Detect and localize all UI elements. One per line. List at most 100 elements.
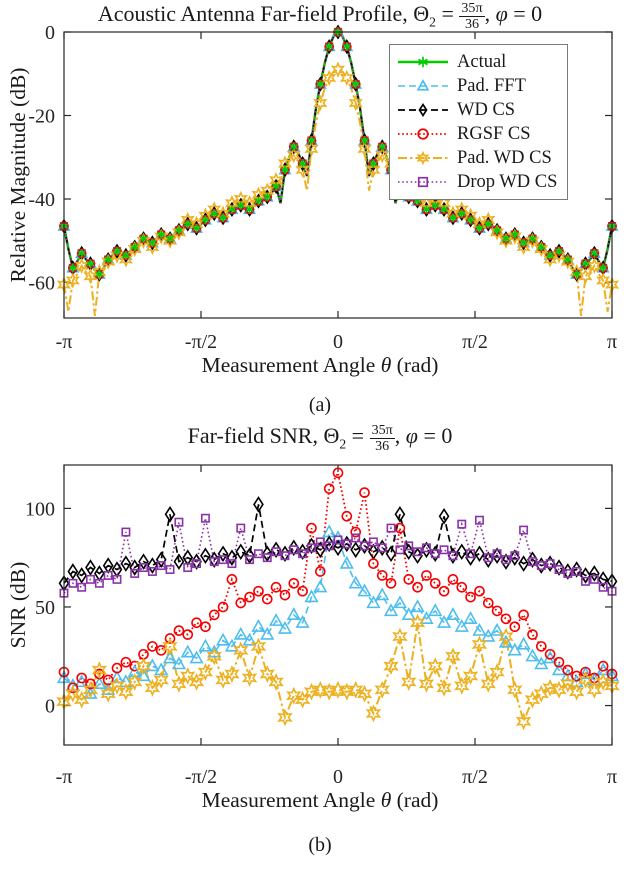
marker-asterisk-icon — [493, 226, 502, 235]
plot-frame-a — [63, 31, 613, 319]
marker-square-icon — [333, 535, 343, 545]
marker-triangle-icon — [136, 668, 151, 682]
marker-star6-icon — [489, 224, 505, 241]
marker-triangle-icon — [375, 587, 390, 601]
marker-circle-icon — [368, 558, 379, 569]
marker-star6-icon — [126, 672, 143, 691]
marker-circle-icon — [270, 581, 282, 593]
marker-star6-icon — [91, 661, 108, 679]
marker-circle-icon — [385, 577, 397, 589]
legend-marker-diamond-icon — [418, 102, 428, 118]
title-a-phi: φ — [495, 1, 508, 27]
marker-star6-icon — [596, 272, 611, 289]
marker-triangle-icon — [162, 650, 178, 664]
marker-triangle-icon — [277, 620, 293, 634]
marker-circle-icon — [314, 566, 326, 577]
marker-triangle-icon — [401, 607, 416, 621]
title-b-prefix: Far-field SNR, — [187, 423, 324, 449]
x-tick-label-b: π — [607, 766, 617, 788]
marker-diamond-icon — [173, 553, 185, 570]
marker-circle-icon — [597, 660, 609, 672]
marker-star6-icon — [347, 680, 364, 699]
marker-circle-icon — [518, 609, 529, 621]
marker-star6-icon — [303, 682, 320, 701]
x-tick-label-b: -π — [56, 766, 73, 788]
marker-diamond-icon — [164, 506, 176, 523]
marker-asterisk-icon — [210, 209, 219, 218]
marker-star6-icon — [162, 637, 178, 656]
series-markers-pad-wd-cs-a — [56, 61, 620, 293]
marker-asterisk-icon — [254, 196, 263, 206]
marker-star6-icon — [489, 663, 505, 681]
y-tick-label-b: 100 — [25, 498, 55, 520]
marker-triangle-icon — [348, 575, 363, 589]
series-markers-pad-wd-cs-b — [56, 613, 620, 731]
marker-asterisk-icon — [183, 219, 192, 229]
marker-triangle-icon — [419, 611, 434, 624]
marker-star6-icon — [179, 667, 196, 685]
marker-diamond-icon — [394, 506, 406, 523]
marker-star6-icon — [135, 657, 152, 676]
marker-square-icon — [103, 570, 113, 580]
marker-square-icon — [271, 547, 281, 557]
legend-entry-actual: Actual — [396, 50, 557, 74]
marker-triangle-icon — [383, 603, 399, 617]
marker-star6-icon — [277, 708, 293, 727]
marker-circle-icon — [76, 672, 88, 684]
marker-asterisk-icon — [104, 255, 113, 264]
marker-square-icon — [156, 561, 166, 571]
marker-triangle-icon — [180, 644, 195, 658]
marker-asterisk-icon — [245, 205, 254, 214]
marker-diamond-icon — [456, 543, 468, 561]
marker-star6-icon — [374, 680, 390, 699]
series-line-pad-fft-b — [63, 530, 613, 695]
marker-star6-icon — [82, 680, 99, 699]
marker-star6-icon — [118, 682, 134, 701]
marker-star6-icon — [525, 232, 540, 249]
marker-square-icon — [289, 545, 299, 555]
marker-diamond-icon — [76, 567, 88, 584]
marker-diamond-icon — [226, 549, 238, 566]
title-a-eq: = — [435, 1, 460, 27]
marker-triangle-icon — [198, 638, 213, 652]
marker-circle-icon — [500, 613, 512, 625]
marker-diamond-icon — [518, 555, 529, 572]
marker-circle-icon — [429, 577, 441, 589]
marker-circle-icon — [350, 526, 362, 538]
legend-marker-star6-icon — [416, 150, 430, 166]
title-a-frac-num: 35π — [459, 0, 485, 18]
marker-star6-icon — [286, 686, 302, 705]
marker-star6-icon — [507, 228, 522, 245]
marker-triangle-icon — [233, 626, 248, 640]
marker-star6-icon — [136, 232, 151, 249]
marker-triangle-icon — [242, 632, 257, 646]
legend-marker-asterisk-icon — [418, 56, 428, 68]
marker-asterisk-icon — [457, 209, 466, 218]
marker-circle-icon — [235, 597, 247, 609]
marker-triangle-icon — [516, 636, 531, 650]
marker-star6-icon — [418, 674, 435, 693]
marker-circle-icon — [261, 593, 273, 605]
marker-circle-icon — [102, 674, 114, 686]
marker-square-icon — [227, 559, 237, 569]
marker-asterisk-icon — [280, 165, 290, 174]
marker-star6-icon — [294, 690, 311, 709]
marker-square-icon — [324, 541, 334, 551]
marker-square-icon — [342, 539, 352, 549]
marker-square-icon — [280, 551, 290, 561]
marker-star6-icon — [65, 684, 81, 703]
marker-asterisk-icon — [307, 136, 316, 145]
marker-asterisk-icon — [68, 263, 77, 273]
marker-square-icon — [147, 567, 157, 576]
marker-circle-icon — [323, 483, 335, 494]
marker-star6-icon — [427, 657, 443, 676]
marker-square-icon — [86, 574, 95, 584]
title-a-theta: Θ — [413, 1, 430, 27]
marker-triangle-icon — [578, 666, 593, 680]
legend-marker-triangle-icon — [416, 79, 430, 91]
marker-diamond-icon — [155, 551, 167, 568]
title-a-prefix: Acoustic Antenna Far-field Profile, — [97, 1, 414, 27]
marker-star6-icon — [383, 657, 399, 676]
marker-triangle-icon — [357, 583, 372, 597]
x-tick-label-a: 0 — [333, 331, 343, 353]
